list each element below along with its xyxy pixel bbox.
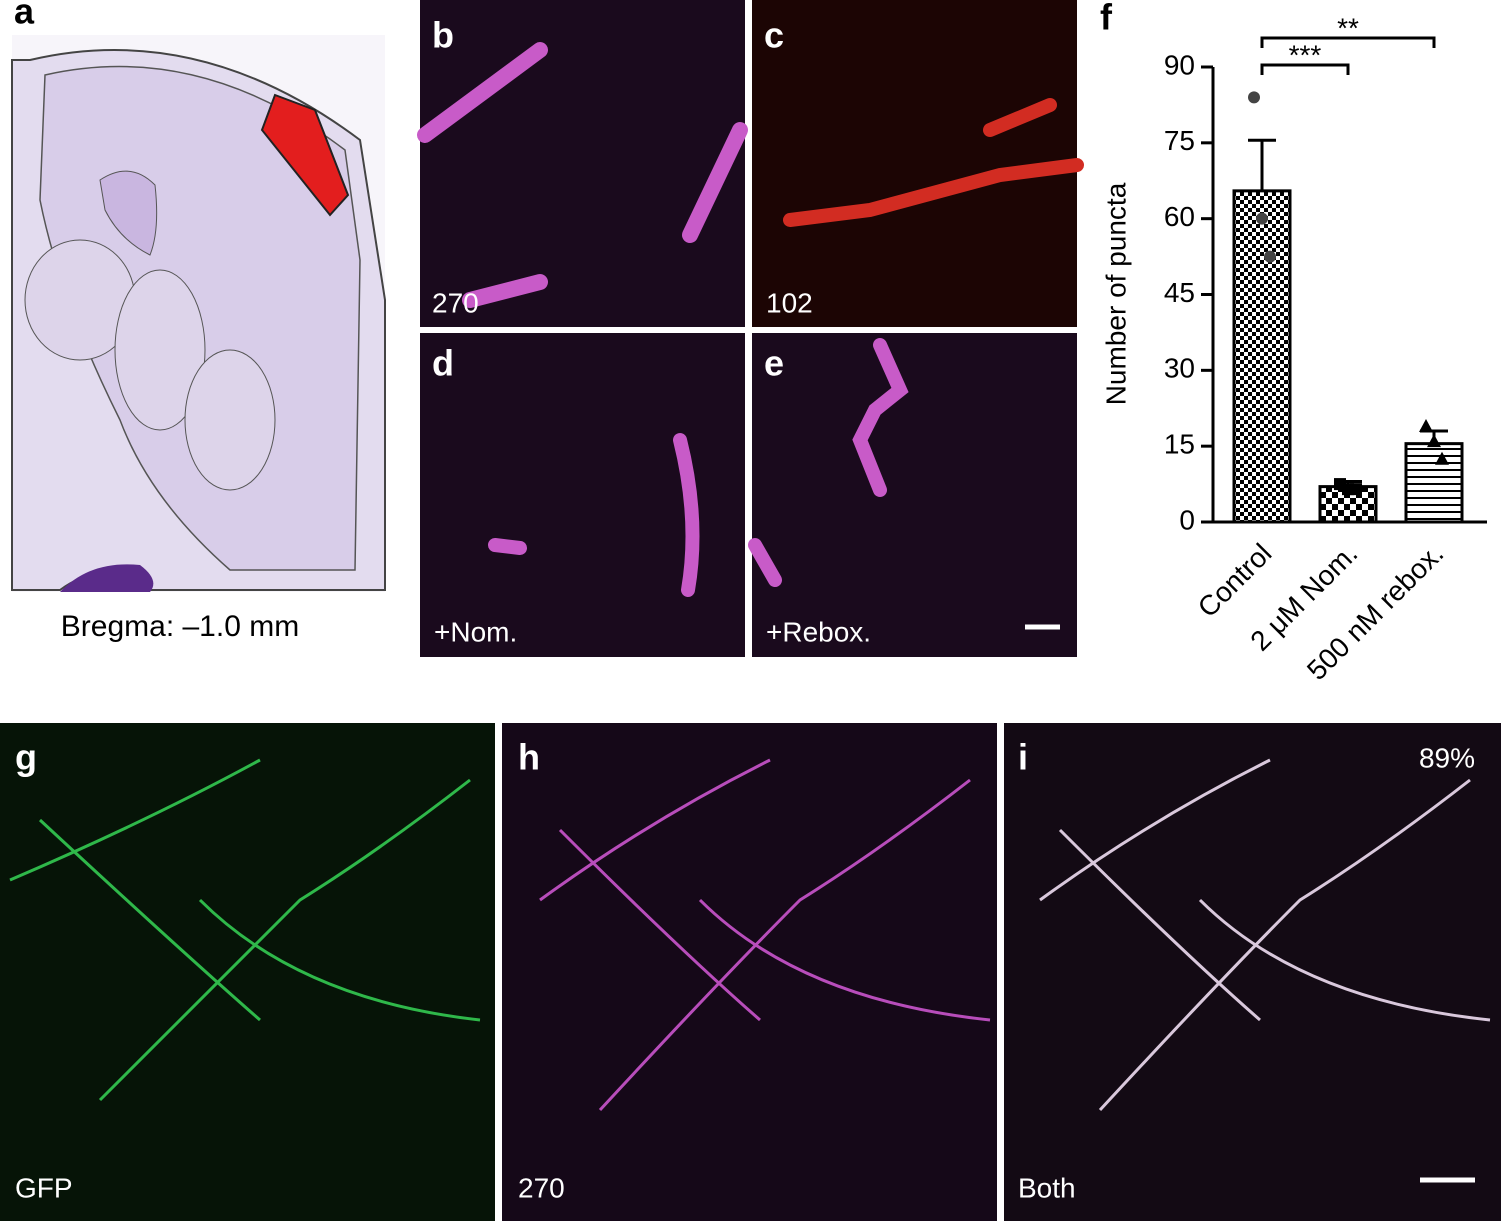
micrograph — [1004, 723, 1501, 1221]
y-tick-label: 30 — [1164, 353, 1195, 384]
y-tick-label: 45 — [1164, 277, 1195, 308]
micrograph-feature — [417, 42, 748, 308]
panel-label: a — [14, 0, 35, 32]
micrograph — [420, 0, 745, 327]
error-bar — [1248, 138, 1276, 191]
data-point — [1264, 250, 1276, 263]
panel-text: 270 — [432, 287, 479, 318]
significance-label: *** — [1289, 39, 1322, 70]
panel-text: 89% — [1419, 742, 1475, 773]
panel-text: Both — [1018, 1172, 1076, 1203]
data-point — [1427, 434, 1441, 448]
panel-label: b — [432, 15, 454, 56]
data-point — [1419, 418, 1433, 432]
micrograph-feature — [9, 758, 481, 1102]
micrograph — [752, 333, 1077, 657]
bar — [1404, 442, 1464, 524]
caption: Bregma: –1.0 mm — [61, 610, 299, 643]
panel-text: 102 — [766, 287, 813, 318]
data-point — [1248, 91, 1260, 104]
significance-bracket — [1260, 63, 1350, 75]
y-tick-label: 75 — [1164, 125, 1195, 156]
panel-text: +Rebox. — [766, 616, 871, 647]
panel-label: d — [432, 343, 454, 384]
data-point — [1256, 212, 1268, 225]
micrograph — [502, 723, 997, 1221]
significance-label: ** — [1337, 12, 1359, 43]
panel-label: i — [1018, 737, 1028, 778]
y-tick-label: 60 — [1164, 201, 1195, 232]
data-point — [1350, 483, 1362, 496]
panel-text: +Nom. — [434, 616, 517, 647]
micrograph-feature — [748, 338, 909, 587]
atlas-image — [11, 35, 386, 592]
micrograph — [0, 723, 495, 1221]
panel-text: GFP — [15, 1172, 73, 1203]
y-axis-title: Number of puncta — [1100, 182, 1131, 405]
y-tick-label: 15 — [1164, 429, 1195, 460]
panel-label: e — [764, 343, 784, 384]
panel-text: 270 — [518, 1172, 565, 1203]
bar — [1232, 189, 1292, 524]
panel-label: g — [15, 737, 37, 778]
panel-label: f — [1100, 0, 1113, 38]
y-tick-label: 90 — [1164, 49, 1195, 80]
y-tick-label: 0 — [1179, 504, 1195, 535]
micrograph-feature — [488, 433, 700, 597]
significance-bracket — [1260, 36, 1436, 48]
micrograph — [752, 0, 1077, 327]
panel-label: c — [764, 15, 784, 56]
panel-label: h — [518, 737, 540, 778]
micrograph-feature — [1039, 758, 1491, 1112]
x-tick-label: Control — [1192, 538, 1278, 624]
micrograph-feature — [783, 98, 1084, 227]
data-point — [1435, 451, 1449, 465]
micrograph-feature — [539, 758, 991, 1112]
